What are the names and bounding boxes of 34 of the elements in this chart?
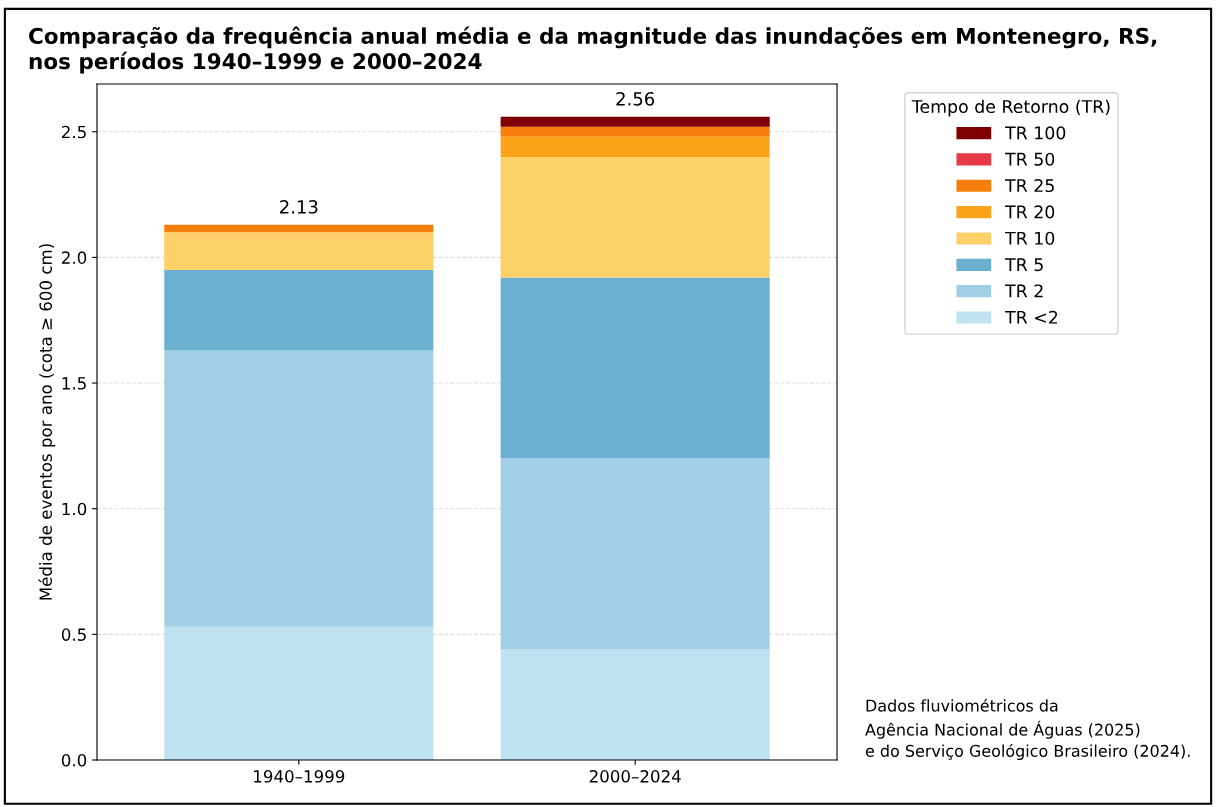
bar xyxy=(164,224,434,233)
total-label: 2.13 xyxy=(280,200,318,214)
legend-label: TR 5 xyxy=(1005,258,1043,272)
legend-label: TR <2 xyxy=(1005,310,1058,324)
bar xyxy=(500,116,770,127)
bar xyxy=(164,269,434,351)
y-tick-label: 2.5 xyxy=(61,125,86,139)
bar xyxy=(164,626,434,760)
bar xyxy=(164,350,434,627)
bar xyxy=(500,458,770,650)
y-tick-label: 0.0 xyxy=(61,753,87,767)
bar xyxy=(500,277,770,459)
legend-label: TR 100 xyxy=(1005,126,1066,140)
bar xyxy=(500,649,770,760)
legend-label: TR 20 xyxy=(1005,205,1055,219)
y-tick-label: 0.5 xyxy=(61,628,86,641)
legend-label: TR 2 xyxy=(1005,284,1043,298)
y-axis-title: Média de eventos por ano (cota ≥ 600 cm) xyxy=(38,244,56,600)
bar xyxy=(164,232,434,270)
legend-title: Tempo de Retorno (TR) xyxy=(911,99,1110,117)
text: Dados fluviométricos da Agência Nacional de Águas (2025) e do Serviço Geológico Brasileiro (2024). xyxy=(865,698,1190,760)
legend-label: TR 50 xyxy=(1005,152,1055,166)
bar xyxy=(500,136,770,157)
x-tick-label: 1940–1999 xyxy=(254,770,345,783)
y-tick-label: 1.5 xyxy=(62,377,86,390)
chart-title: Comparação da frequência anual média e da magnitude das inundações em Montenegro, RS, nos períodos 1940–1999 e 2000–2024 xyxy=(29,26,1157,74)
x-tick-label: 2000–2024 xyxy=(589,770,681,783)
legend-label: TR 25 xyxy=(1005,178,1054,193)
y-tick-label: 2.0 xyxy=(61,251,87,264)
legend-label: TR 10 xyxy=(1005,231,1055,245)
total-label: 2.56 xyxy=(616,91,655,106)
y-tick-label: 1.0 xyxy=(62,502,87,516)
bar xyxy=(500,126,770,137)
bar xyxy=(500,156,770,278)
